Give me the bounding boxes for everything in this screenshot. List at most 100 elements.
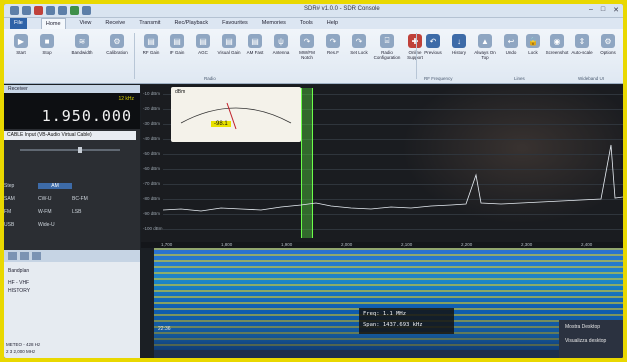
y-tick: -30 dBm — [143, 121, 161, 126]
s-meter: dBm -98.1 — [171, 87, 301, 142]
grid-line — [163, 199, 623, 200]
window-controls: – □ ✕ — [589, 6, 619, 14]
options-icon: ⚙ — [601, 34, 615, 48]
stop-button[interactable]: ■ Stop — [34, 34, 60, 55]
calibration-button[interactable]: ⚙ Calibration — [102, 34, 132, 55]
settings-icon[interactable] — [46, 6, 55, 15]
frequency-readout[interactable]: 1.950.000 — [41, 107, 132, 125]
tab-favourites[interactable]: Favourites — [222, 20, 248, 26]
tab-home[interactable]: Home — [40, 18, 66, 29]
notch-button[interactable]: ↷ MW/FM Notch — [294, 34, 320, 60]
mode-cw-u[interactable]: CW-U — [38, 195, 52, 202]
if-gain-button[interactable]: ▤ IF Gain — [164, 34, 190, 55]
grid-icon[interactable] — [8, 252, 17, 260]
tab-file[interactable]: File — [10, 18, 27, 29]
tab-receive[interactable]: Receive — [105, 20, 126, 26]
online-support-button[interactable]: ✚ Online Support — [402, 34, 428, 60]
screenshot-button[interactable]: ◉ Screenshot — [544, 34, 570, 55]
play-icon[interactable] — [70, 6, 79, 15]
mode-wide-u[interactable]: Wide-U — [38, 221, 55, 228]
tab-transmit[interactable]: Transmit — [139, 20, 161, 26]
y-tick: -10 dBm — [143, 91, 161, 96]
tab-view[interactable]: View — [79, 20, 92, 26]
autoscale-button[interactable]: ⇕ Auto-scale — [570, 34, 594, 55]
tab-help[interactable]: Help — [326, 20, 339, 26]
undo-button[interactable]: ↩ Undo — [498, 34, 524, 55]
bandwidth-button[interactable]: ≋ Bandwidth — [62, 34, 102, 55]
grid-line — [163, 229, 623, 230]
previous-button[interactable]: ↶ Previous — [420, 34, 446, 55]
rf-gain-button[interactable]: ▤ RF Gain — [138, 34, 164, 55]
set-lock-button[interactable]: ↷ Set Lock — [346, 34, 372, 55]
group-wideband-label: Wideband UI — [578, 76, 605, 81]
waterfall-display[interactable]: Freq: 1.1 MHz Span: 1437.693 kHz 22:36 M… — [154, 248, 623, 358]
tuned-band-marker[interactable] — [301, 88, 313, 238]
record-icon[interactable] — [34, 6, 43, 15]
lock-button[interactable]: 🔒 Lock — [520, 34, 546, 55]
audio-device-select[interactable]: CABLE Input (VB-Audio Virtual Cable) — [4, 131, 136, 140]
lock-icon: ↷ — [352, 34, 366, 48]
panel-header: Receiver — [4, 85, 140, 93]
tab-memories[interactable]: Memories — [261, 20, 286, 26]
previous-icon: ↶ — [426, 34, 440, 48]
rf-gain-icon: ▤ — [144, 34, 158, 48]
folder-icon[interactable] — [58, 6, 67, 15]
screen-reflection — [401, 85, 621, 225]
mode-fm[interactable]: FM — [4, 208, 12, 215]
spectrum-display[interactable]: -10 dBm -20 dBm -30 dBm -40 dBm -50 dBm -60 d… — [141, 85, 623, 248]
maximize-icon[interactable]: □ — [600, 6, 606, 13]
freq-label: Freq: — [363, 311, 380, 317]
show-desktop-popup[interactable]: Mostra Desktop Visualizza desktop — [559, 320, 623, 358]
mode-w-fm[interactable]: W-FM — [38, 208, 52, 215]
mode-am[interactable]: AM — [38, 182, 72, 189]
y-tick: -90 dBm — [143, 211, 161, 216]
mode-lsb[interactable]: LSB — [72, 208, 82, 215]
popup-item[interactable]: Visualizza desktop — [565, 338, 607, 344]
slider-track — [20, 149, 120, 151]
x-tick: 2,100 — [401, 242, 413, 247]
slider-knob[interactable] — [78, 147, 82, 153]
mode-usb[interactable]: USB — [4, 221, 15, 228]
options-button[interactable]: ⚙ Options — [596, 34, 620, 55]
mode-bc-fm[interactable]: BC-FM — [72, 195, 88, 202]
app-icon — [10, 6, 19, 15]
waterfall-timestamp: 22:36 — [158, 326, 171, 332]
x-tick: 1,800 — [221, 242, 233, 247]
bandplan-range: HF - VHF — [8, 280, 30, 286]
zoom-out-icon[interactable] — [32, 252, 41, 260]
minimize-icon[interactable]: – — [588, 6, 593, 13]
save-icon[interactable] — [22, 6, 31, 15]
volume-slider[interactable] — [8, 147, 132, 153]
close-icon[interactable]: ✕ — [613, 7, 619, 14]
agc-button[interactable]: ▤ AGC — [190, 34, 216, 55]
radio-config-button[interactable]: ⌸ Radio Configuration — [373, 34, 401, 60]
freq-value: 1.1 MHz — [382, 311, 407, 317]
freq-readout: Freq: 1.1 MHz — [363, 311, 406, 317]
undo-quick-icon[interactable] — [82, 6, 91, 15]
history-button[interactable]: ↓ History — [446, 34, 472, 55]
visual-gain-button[interactable]: ▤ Visual Gain — [216, 34, 242, 55]
window-title: SDR# v1.0.0 - SDR Console — [304, 6, 380, 12]
group-rf-frequency-label: RF Frequency — [424, 76, 453, 81]
tab-rec-playback[interactable]: Rec/Playback — [174, 20, 209, 26]
am-fast-button[interactable]: ▤ AM Fast — [242, 34, 268, 55]
bandwidth-readout: 12 kHz — [118, 96, 134, 102]
mode-step[interactable]: Step — [4, 182, 15, 189]
start-button[interactable]: ▶ Start — [8, 34, 34, 55]
res-button[interactable]: ↷ Res.F — [320, 34, 346, 55]
grid-line — [163, 109, 623, 110]
antenna-button[interactable]: ψ Antenna — [268, 34, 294, 55]
visual-gain-icon: ▤ — [222, 34, 236, 48]
frequency-display[interactable]: 12 kHz 1.950.000 — [4, 93, 140, 129]
spectrum-trace — [162, 144, 623, 212]
if-gain-icon: ▤ — [170, 34, 184, 48]
mode-sam[interactable]: SAM — [4, 195, 15, 202]
zoom-in-icon[interactable] — [20, 252, 29, 260]
tab-tools[interactable]: Tools — [299, 20, 313, 26]
y-tick: -100 dBm — [143, 226, 163, 231]
mode-selector: Step AM SAM CW-U BC-FM FM W-FM LSB USB W… — [4, 179, 140, 231]
always-on-top-button[interactable]: ▲ Always On Top — [472, 34, 498, 60]
autoscale-icon: ⇕ — [575, 34, 589, 48]
support-icon: ✚ — [408, 34, 422, 48]
quick-access-toolbar — [10, 6, 91, 15]
